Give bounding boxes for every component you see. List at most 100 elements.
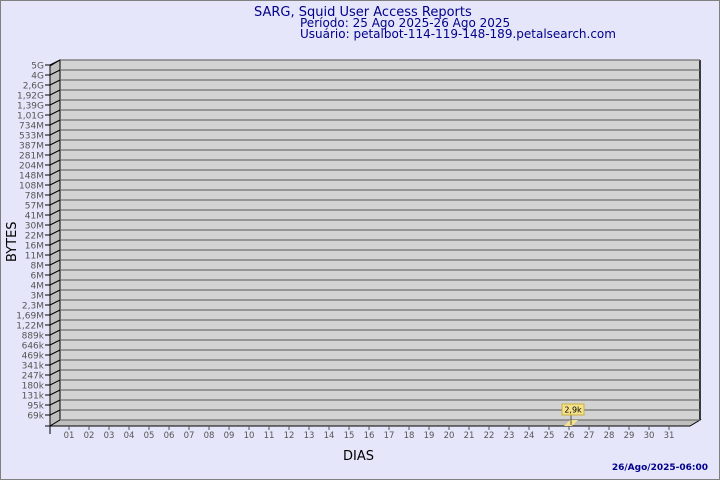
y-tick-label: 180k [22, 382, 45, 392]
x-tick-label: 26 [564, 431, 575, 441]
x-tick-label: 08 [204, 431, 215, 441]
y-tick-diagonal [49, 319, 61, 326]
y-tick-label: 4M [31, 282, 45, 292]
x-tick-label: 04 [124, 431, 135, 441]
y-tick-label: 889k [22, 332, 45, 342]
y-tick-diagonal [49, 299, 61, 306]
y-tick-label: 78M [25, 192, 44, 202]
chart-user: Usuário: petalbot-114-119-148-189.petals… [300, 27, 616, 41]
x-tick-label: 09 [224, 431, 235, 441]
x-tick-label: 18 [404, 431, 415, 441]
x-tick-label: 10 [244, 431, 255, 441]
y-tick-diagonal [49, 359, 61, 366]
y-tick-diagonal [49, 229, 61, 236]
x-tick-label: 07 [184, 431, 195, 441]
x-tick-label: 29 [624, 431, 635, 441]
y-tick-diagonal [49, 349, 61, 356]
x-tick-label: 12 [284, 431, 295, 441]
y-tick-label: 16M [25, 242, 44, 252]
y-tick-label: 1,92G [17, 92, 44, 102]
y-tick-diagonal [49, 59, 61, 66]
y-tick-label: 95k [27, 402, 44, 412]
y-tick-diagonal [49, 339, 61, 346]
x-tick-label: 31 [664, 431, 675, 441]
x-tick-label: 17 [384, 431, 395, 441]
y-tick-label: 1,69M [16, 312, 44, 322]
y-tick-diagonal [49, 209, 61, 216]
y-tick-label: 3M [31, 292, 45, 302]
y-tick-label: 41M [25, 212, 44, 222]
y-tick-diagonal [49, 119, 61, 126]
y-tick-label: 8M [31, 262, 45, 272]
y-tick-label: 30M [25, 222, 44, 232]
data-label-box [561, 403, 585, 416]
x-tick-label: 03 [104, 431, 115, 441]
y-tick-label: 148M [19, 172, 44, 182]
y-tick-label: 1,01G [17, 112, 44, 122]
y-tick-label: 247k [22, 372, 45, 382]
y-tick-label: 533M [19, 132, 44, 142]
x-tick-label: 30 [644, 431, 655, 441]
y-tick-label: 734M [19, 122, 44, 132]
y-tick-diagonal [49, 179, 61, 186]
y-tick-label: 204M [19, 162, 44, 172]
y-tick-diagonal [49, 379, 61, 386]
y-tick-label: 2,6G [23, 82, 44, 92]
x-tick-label: 06 [164, 431, 175, 441]
y-tick-diagonal [49, 169, 61, 176]
y-axis-label: BYTES [5, 221, 20, 262]
x-tick-label: 25 [544, 431, 555, 441]
y-tick-diagonal [49, 289, 61, 296]
x-tick-label: 16 [364, 431, 375, 441]
x-tick-label: 22 [484, 431, 495, 441]
y-tick-diagonal [49, 329, 61, 336]
y-tick-diagonal [49, 99, 61, 106]
y-tick-diagonal [49, 259, 61, 266]
y-tick-label: 22M [25, 232, 44, 242]
y-tick-label: 6M [31, 272, 45, 282]
x-tick-label: 19 [424, 431, 435, 441]
y-tick-diagonal [49, 249, 61, 256]
x-tick-label: 01 [64, 431, 75, 441]
y-tick-label: 646k [22, 342, 45, 352]
chart-period: Período: 25 Ago 2025-26 Ago 2025 [300, 16, 510, 30]
y-tick-label: 131k [22, 392, 45, 402]
x-tick-label: 05 [144, 431, 155, 441]
y-tick-label: 341k [22, 362, 45, 372]
y-tick-label: 5G [31, 62, 44, 72]
x-tick-label: 14 [324, 431, 335, 441]
y-tick-diagonal [49, 389, 61, 396]
y-tick-label: 69k [27, 412, 44, 422]
y-tick-diagonal [49, 79, 61, 86]
x-tick-label: 02 [84, 431, 95, 441]
y-tick-diagonal [49, 309, 61, 316]
y-tick-diagonal [49, 199, 61, 206]
y-tick-diagonal [49, 269, 61, 276]
y-tick-diagonal [49, 369, 61, 376]
y-tick-diagonal [49, 399, 61, 406]
y-tick-label: 387M [19, 142, 44, 152]
y-tick-diagonal [49, 409, 61, 416]
y-tick-label: 2,3M [22, 302, 44, 312]
plot-floor [48, 419, 702, 427]
x-tick-label: 28 [604, 431, 615, 441]
x-tick-label: 27 [584, 431, 595, 441]
x-tick-label: 21 [464, 431, 475, 441]
x-tick-label: 23 [504, 431, 515, 441]
y-tick-diagonal [49, 109, 61, 116]
y-tick-label: 1,39G [17, 102, 44, 112]
x-tick-label: 11 [264, 431, 275, 441]
y-tick-diagonal [49, 69, 61, 76]
y-tick-diagonal [49, 239, 61, 246]
x-tick-label: 24 [524, 431, 535, 441]
y-tick-diagonal [49, 129, 61, 136]
y-tick-diagonal [49, 159, 61, 166]
y-tick-label: 469k [22, 352, 45, 362]
y-tick-label: 108M [19, 182, 44, 192]
y-tick-diagonal [49, 279, 61, 286]
y-tick-label: 1,22M [16, 322, 44, 332]
y-tick-label: 11M [25, 252, 44, 262]
x-axis-label: DIAS [343, 449, 374, 464]
y-tick-diagonal [49, 139, 61, 146]
